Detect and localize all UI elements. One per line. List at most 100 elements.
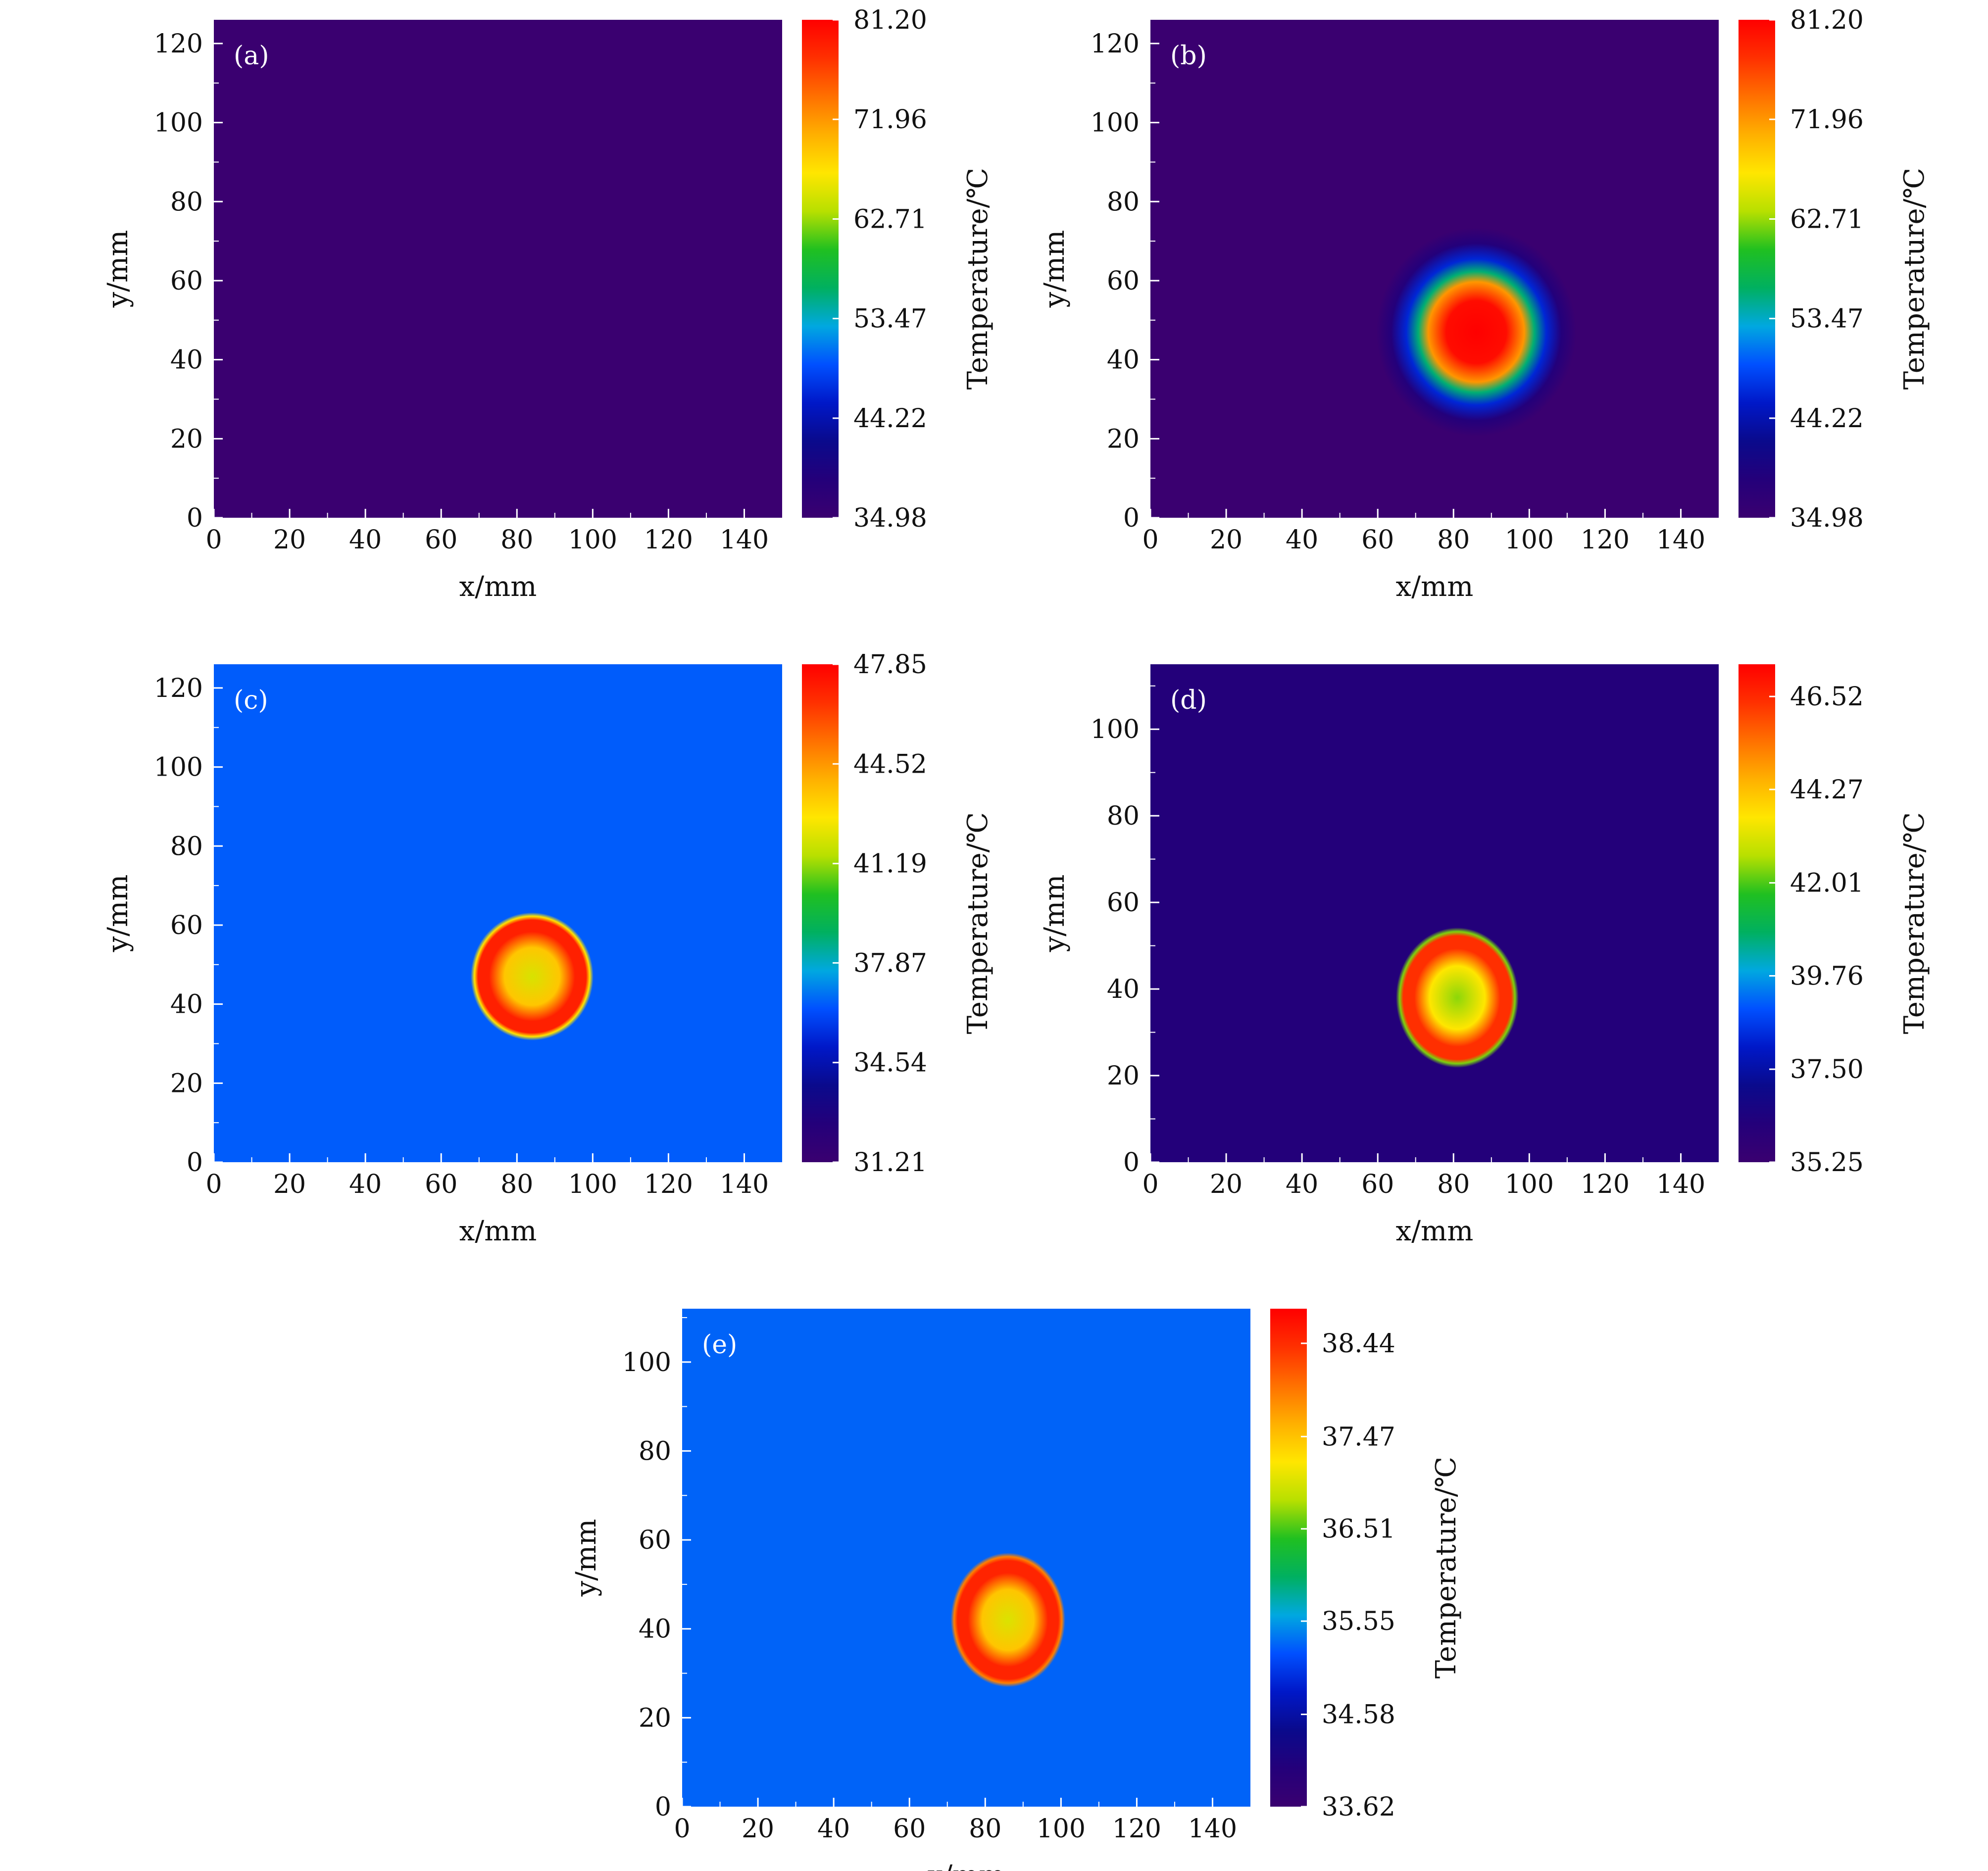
panel-label: (d) — [1170, 686, 1207, 715]
x-tick-label: 40 — [349, 1170, 382, 1199]
colorbar-tick-label: 34.98 — [853, 503, 927, 533]
colorbar-tick-label: 33.62 — [1322, 1792, 1395, 1822]
hot-spot — [1395, 927, 1519, 1068]
y-tick-label: 120 — [1091, 29, 1140, 59]
y-tick-label: 120 — [154, 29, 203, 59]
colorbar-tick-label: 44.22 — [1790, 404, 1864, 434]
panel-label: (c) — [234, 686, 268, 715]
y-tick-label: 100 — [1091, 715, 1140, 744]
x-tick-label: 80 — [969, 1814, 1001, 1844]
x-tick-label: 0 — [674, 1814, 690, 1844]
y-tick-label: 20 — [1107, 424, 1140, 454]
colorbar-tick-label: 53.47 — [853, 304, 927, 334]
x-tick-label: 120 — [1581, 1170, 1630, 1199]
y-tick-label: 40 — [170, 345, 203, 375]
y-axis-title: y/mm — [1039, 875, 1071, 953]
x-tick-label: 140 — [720, 525, 769, 555]
colorbar-title: Temperature/℃ — [1898, 168, 1931, 390]
x-tick-label: 140 — [1188, 1814, 1237, 1844]
colorbar-tick-label: 41.19 — [853, 849, 927, 879]
x-tick-label: 100 — [1037, 1814, 1086, 1844]
colorbar-tick-label: 44.52 — [853, 749, 927, 779]
x-tick-label: 40 — [1286, 1170, 1318, 1199]
heatmap-background — [1150, 664, 1719, 1162]
x-tick-label: 0 — [1142, 525, 1158, 555]
y-tick-label: 80 — [1107, 801, 1140, 831]
colorbar-title: Temperature/℃ — [962, 168, 994, 390]
colorbar-tick-label: 47.85 — [853, 650, 927, 680]
y-tick-label: 20 — [1107, 1061, 1140, 1091]
x-tick-label: 100 — [568, 525, 617, 555]
colorbar — [1739, 20, 1775, 518]
heatmap-panel: 0 20 40 60 80 100 120 140 0 20 40 60 80 100 x/mm y/mm (e… — [570, 1309, 1462, 1871]
heatmap-panel: 0 20 40 60 80 100 120 140 0 20 40 60 80 100 120 x/mm y/m… — [102, 5, 994, 603]
colorbar-tick-label: 39.76 — [1790, 961, 1864, 991]
x-tick-label: 100 — [1505, 525, 1554, 555]
colorbar-tick-label: 44.27 — [1790, 775, 1864, 805]
y-tick-label: 40 — [170, 990, 203, 1020]
x-tick-label: 120 — [1112, 1814, 1161, 1844]
x-axis-title: x/mm — [459, 571, 537, 603]
x-tick-label: 80 — [1437, 1170, 1470, 1199]
colorbar-tick-label: 62.71 — [853, 204, 927, 234]
x-tick-label: 100 — [1505, 1170, 1554, 1199]
hot-spot — [470, 912, 594, 1041]
x-axis-title: x/mm — [928, 1860, 1005, 1871]
y-tick-label: 100 — [154, 108, 203, 138]
heatmap-panel: 0 20 40 60 80 100 120 140 0 20 40 60 80 100 120 x/mm y/m… — [1039, 5, 1931, 603]
y-tick-label: 80 — [170, 187, 203, 217]
colorbar — [802, 20, 839, 518]
colorbar-tick-label: 34.54 — [853, 1048, 927, 1078]
colorbar-tick-label: 81.20 — [1790, 5, 1864, 35]
y-tick-label: 20 — [639, 1703, 671, 1733]
y-axis-title: y/mm — [102, 875, 134, 953]
colorbar-tick-label: 37.47 — [1322, 1422, 1395, 1452]
colorbar-tick-label: 36.51 — [1322, 1515, 1395, 1544]
x-tick-label: 60 — [893, 1814, 926, 1844]
x-tick-label: 20 — [1210, 1170, 1242, 1199]
x-tick-label: 140 — [1656, 1170, 1705, 1199]
x-tick-label: 40 — [817, 1814, 850, 1844]
y-tick-label: 100 — [622, 1348, 671, 1378]
colorbar-tick-label: 35.25 — [1790, 1148, 1864, 1178]
y-tick-label: 60 — [1107, 888, 1140, 918]
y-tick-label: 0 — [1123, 1148, 1140, 1178]
x-tick-label: 80 — [1437, 525, 1470, 555]
y-axis-title: y/mm — [1039, 230, 1071, 308]
y-tick-label: 60 — [639, 1526, 671, 1555]
colorbar-tick-label: 35.55 — [1322, 1607, 1395, 1636]
x-tick-label: 20 — [742, 1814, 774, 1844]
x-tick-label: 40 — [349, 525, 382, 555]
x-tick-label: 60 — [425, 1170, 457, 1199]
colorbar-tick-label: 62.71 — [1790, 204, 1864, 234]
panel-label: (a) — [234, 41, 269, 71]
heatmap-panel: 0 20 40 60 80 100 120 140 0 20 40 60 80 100 x/mm y/mm (d… — [1039, 664, 1931, 1247]
x-tick-label: 80 — [500, 1170, 533, 1199]
y-tick-label: 60 — [1107, 266, 1140, 296]
y-tick-label: 80 — [170, 832, 203, 861]
y-tick-label: 60 — [170, 266, 203, 296]
y-tick-label: 40 — [639, 1615, 671, 1644]
y-axis-title: y/mm — [570, 1519, 602, 1597]
colorbar-tick-label: 81.20 — [853, 5, 927, 35]
y-tick-label: 100 — [1091, 108, 1140, 138]
y-axis-title: y/mm — [102, 230, 134, 308]
y-tick-label: 80 — [639, 1436, 671, 1466]
x-tick-label: 140 — [720, 1170, 769, 1199]
x-tick-label: 140 — [1656, 525, 1705, 555]
y-tick-label: 0 — [1123, 503, 1140, 533]
colorbar-title: Temperature/℃ — [962, 812, 994, 1034]
colorbar-tick-label: 38.44 — [1322, 1329, 1395, 1359]
heatmap-panel: 0 20 40 60 80 100 120 140 0 20 40 60 80 100 120 x/mm y/m… — [102, 650, 994, 1247]
colorbar — [802, 664, 839, 1162]
colorbar-tick-label: 53.47 — [1790, 304, 1864, 334]
x-tick-label: 20 — [273, 525, 306, 555]
colorbar-tick-label: 71.96 — [1790, 105, 1864, 135]
colorbar-title: Temperature/℃ — [1898, 812, 1931, 1034]
x-tick-label: 120 — [1581, 525, 1630, 555]
heatmap-background — [214, 664, 782, 1162]
heatmap-background — [682, 1309, 1250, 1807]
x-tick-label: 80 — [500, 525, 533, 555]
y-tick-label: 0 — [187, 1148, 203, 1178]
